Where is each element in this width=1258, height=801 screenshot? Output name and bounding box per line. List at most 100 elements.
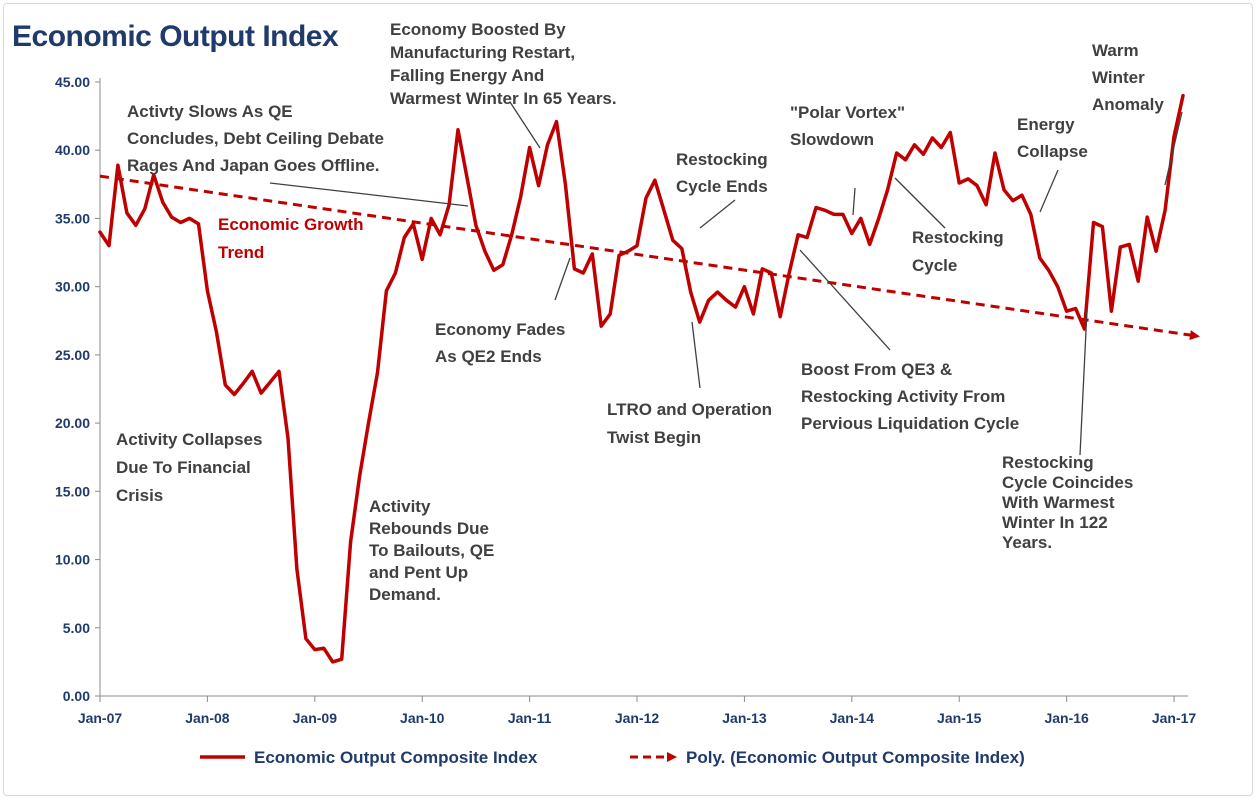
data-point xyxy=(170,215,174,219)
data-point xyxy=(868,242,872,246)
annotation-qe-conclude: Rages And Japan Goes Offline. xyxy=(127,156,380,175)
data-point xyxy=(698,320,702,324)
data-point xyxy=(331,660,335,664)
annotation-ltro: LTRO and Operation xyxy=(607,400,772,419)
annotation-restocking-warmest: Years. xyxy=(1002,533,1052,552)
data-point xyxy=(161,200,165,204)
data-point xyxy=(492,268,496,272)
data-point xyxy=(501,263,505,267)
annotation-warm-winter: Winter xyxy=(1092,68,1145,87)
data-point xyxy=(420,257,424,261)
series-line-economic-output xyxy=(98,93,1185,664)
data-point xyxy=(966,177,970,181)
data-point xyxy=(456,128,460,132)
data-point xyxy=(895,151,899,155)
data-point xyxy=(1154,249,1158,253)
data-point xyxy=(116,163,120,167)
data-point xyxy=(716,290,720,294)
annotation-leader-line xyxy=(691,321,701,389)
y-tick-label: 40.00 xyxy=(55,142,90,158)
x-tick-label: Jan-17 xyxy=(1152,710,1197,726)
data-point xyxy=(617,253,621,257)
data-point xyxy=(465,176,469,180)
x-tick-label: Jan-08 xyxy=(185,710,230,726)
data-point xyxy=(1181,94,1185,98)
trend-label: Economic Growth xyxy=(218,215,363,234)
data-point xyxy=(689,290,693,294)
y-tick-label: 10.00 xyxy=(55,552,90,568)
data-point xyxy=(259,391,263,395)
data-point xyxy=(358,474,362,478)
annotation-qe2-ends: Economy Fades xyxy=(435,320,565,339)
annotation-leader-line xyxy=(1079,309,1088,456)
annotation-leader-line xyxy=(799,249,891,351)
data-point xyxy=(1127,242,1131,246)
y-tick-label: 45.00 xyxy=(55,74,90,90)
annotation-restocking-warmest: Winter In 122 xyxy=(1002,513,1108,532)
data-point xyxy=(662,208,666,212)
annotation-leader-line xyxy=(894,177,946,229)
annotation-qe3: Boost From QE3 & xyxy=(801,360,952,379)
legend-label-index: Economic Output Composite Index xyxy=(254,748,538,767)
data-point xyxy=(733,305,737,309)
data-point xyxy=(304,637,308,641)
data-point xyxy=(546,143,550,147)
annotation-manufacturing: Manufacturing Restart, xyxy=(390,43,575,62)
data-point xyxy=(948,130,952,134)
annotation-rebound: Rebounds Due xyxy=(369,519,489,538)
data-point xyxy=(322,646,326,650)
data-point xyxy=(921,152,925,156)
legend-label-poly: Poly. (Economic Output Composite Index) xyxy=(686,748,1025,767)
trend-label: Trend xyxy=(218,243,264,262)
data-point xyxy=(832,212,836,216)
annotation-rebound: Demand. xyxy=(369,585,441,604)
annotation-leader-line xyxy=(852,187,856,216)
data-point xyxy=(1002,188,1006,192)
y-tick-label: 25.00 xyxy=(55,347,90,363)
annotation-leader-line xyxy=(509,101,541,149)
data-point xyxy=(939,145,943,149)
annotation-qe3: Pervious Liquidation Cycle xyxy=(801,414,1019,433)
data-point xyxy=(483,249,487,253)
annotation-manufacturing: Economy Boosted By xyxy=(390,20,566,39)
data-point xyxy=(671,238,675,242)
annotation-rebound: To Bailouts, QE xyxy=(369,541,494,560)
data-point xyxy=(590,252,594,256)
annotation-manufacturing: Falling Energy And xyxy=(390,66,544,85)
data-point xyxy=(375,371,379,375)
data-point xyxy=(402,236,406,240)
annotation-leader-line xyxy=(554,257,571,301)
y-tick-label: 5.00 xyxy=(63,620,90,636)
data-point xyxy=(930,136,934,140)
annotation-qe-conclude: Activty Slows As QE xyxy=(127,102,293,121)
data-point xyxy=(1011,199,1015,203)
data-point xyxy=(993,151,997,155)
data-point xyxy=(1038,256,1042,260)
annotation-financial-crisis: Activity Collapses xyxy=(116,430,262,449)
trend-line xyxy=(99,174,1200,341)
data-point xyxy=(1074,306,1078,310)
annotation-energy-collapse: Collapse xyxy=(1017,142,1088,161)
data-point xyxy=(1118,245,1122,249)
data-point xyxy=(393,271,397,275)
data-point xyxy=(572,267,576,271)
data-point xyxy=(680,246,684,250)
data-point xyxy=(653,178,657,182)
data-point xyxy=(241,382,245,386)
data-point xyxy=(886,188,890,192)
data-point xyxy=(537,184,541,188)
x-tick-label: Jan-07 xyxy=(78,710,123,726)
annotation-qe3: Restocking Activity From xyxy=(801,387,1005,406)
data-point xyxy=(438,233,442,237)
data-point xyxy=(859,216,863,220)
annotation-restocking-cycle: Restocking xyxy=(912,228,1004,247)
x-tick-label: Jan-10 xyxy=(400,710,445,726)
data-point xyxy=(814,206,818,210)
data-point xyxy=(725,298,729,302)
data-point xyxy=(975,184,979,188)
data-point xyxy=(313,648,317,652)
data-point xyxy=(608,312,612,316)
data-point xyxy=(143,207,147,211)
annotation-warm-winter: Anomaly xyxy=(1092,95,1164,114)
data-point xyxy=(295,567,299,571)
